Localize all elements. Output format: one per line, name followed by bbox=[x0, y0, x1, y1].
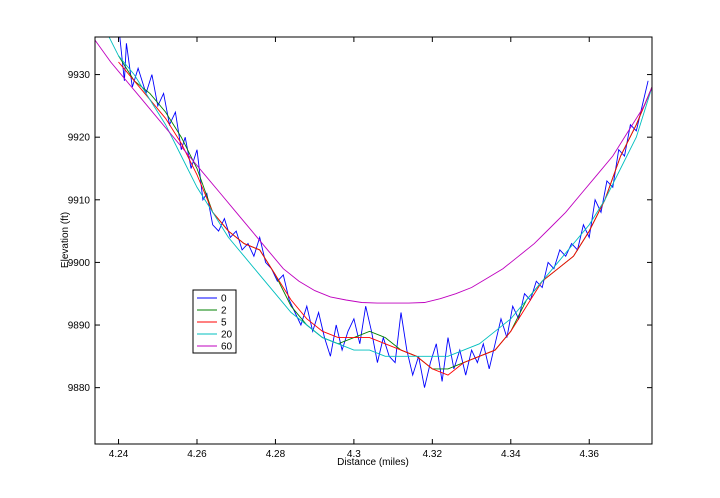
plot-frame bbox=[94, 36, 653, 445]
legend-label-5: 5 bbox=[221, 318, 227, 329]
y-tick-label: 9900 bbox=[68, 258, 91, 269]
y-tick-label: 9910 bbox=[68, 195, 91, 206]
x-tick-label: 4.26 bbox=[187, 449, 207, 460]
y-tick-label: 9880 bbox=[68, 383, 91, 394]
y-axis-ticks: 9880 9890 9900 9910 9920 9930 bbox=[68, 70, 652, 394]
series-line-5 bbox=[118, 61, 652, 376]
y-axis-label: Elevation (ft) bbox=[60, 212, 71, 268]
x-tick-label: 4.32 bbox=[423, 449, 443, 460]
legend-label-20: 20 bbox=[221, 330, 233, 341]
x-tick-label: 4.24 bbox=[109, 449, 129, 460]
y-tick-label: 9930 bbox=[68, 70, 91, 81]
legend-label-60: 60 bbox=[221, 342, 233, 353]
series-line-0 bbox=[119, 37, 649, 388]
series-line-60 bbox=[95, 39, 652, 304]
legend-label-2: 2 bbox=[221, 306, 227, 317]
x-tick-label: 4.36 bbox=[580, 449, 600, 460]
x-axis-ticks: 4.24 4.26 4.28 4.3 4.32 4.34 4.36 bbox=[109, 37, 600, 460]
x-tick-label: 4.34 bbox=[501, 449, 521, 460]
x-tick-label: 4.3 bbox=[347, 449, 361, 460]
x-axis-label: Distance (miles) bbox=[337, 457, 409, 468]
y-tick-label: 9920 bbox=[68, 133, 91, 144]
x-tick-label: 4.28 bbox=[266, 449, 286, 460]
y-tick-label: 9890 bbox=[68, 321, 91, 332]
legend-label-0: 0 bbox=[221, 294, 227, 305]
plot-lines bbox=[95, 37, 652, 388]
series-line-20 bbox=[108, 37, 652, 357]
